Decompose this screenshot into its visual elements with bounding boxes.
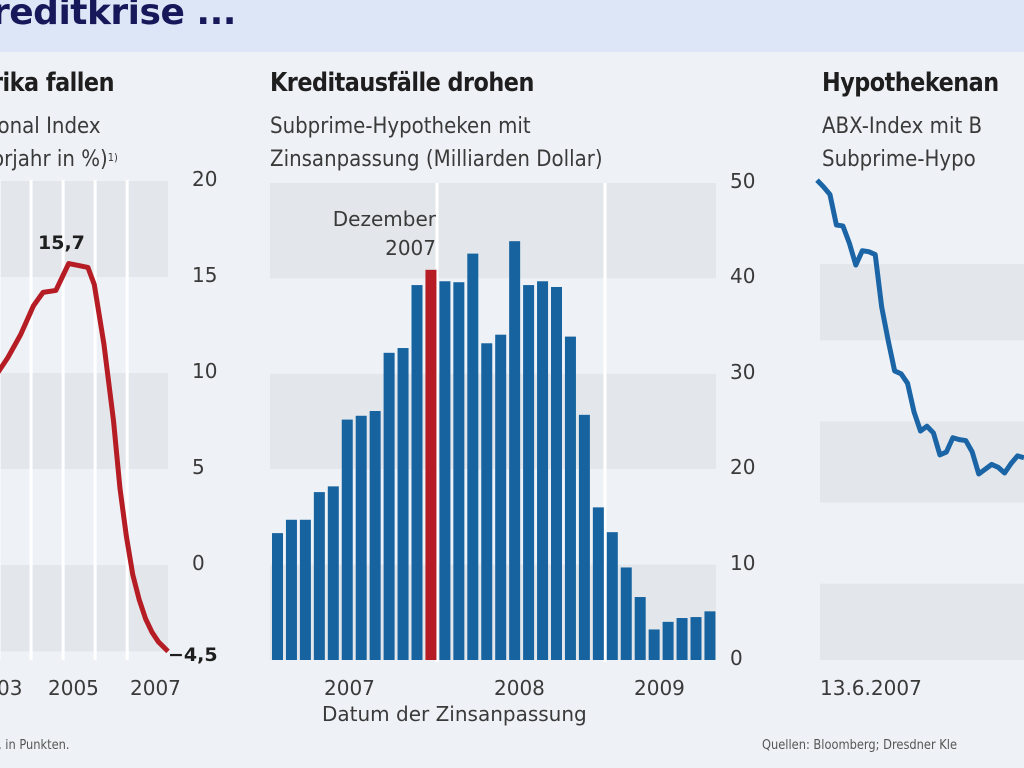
- chart2-xtick: 2008: [494, 676, 545, 700]
- chart1-ytick: 0: [192, 551, 205, 575]
- chart2-ytick: 0: [730, 646, 743, 670]
- chart2-ytick: 20: [730, 455, 756, 480]
- chart1-subtitle-1: ional Index: [0, 114, 101, 139]
- chart1-subtitle-2-text: orjahr in %): [0, 147, 108, 172]
- chart2-bar: [648, 629, 660, 660]
- chart2-bar: [523, 285, 535, 660]
- chart2-bar: [313, 492, 325, 660]
- chart3-band: [820, 502, 1024, 584]
- chart3-band: [820, 340, 1024, 422]
- chart2-bar: [481, 343, 493, 660]
- chart2-bar: [411, 285, 423, 660]
- chart2-bar: [341, 419, 353, 660]
- chart2-bar: [592, 507, 604, 660]
- footer-sources: Quellen: Bloomberg; Dresdner Kle: [762, 738, 958, 753]
- chart2-bar: [439, 281, 451, 660]
- chart2-subtitle-2: Zinsanpassung (Milliarden Dollar): [270, 147, 603, 172]
- chart2-bar: [551, 286, 562, 660]
- chart3-subtitle-1: ABX-Index mit B: [822, 114, 983, 139]
- chart3-xtick: 13.6.2007: [820, 676, 922, 700]
- chart2-bar: [327, 486, 339, 660]
- chart1-band: [0, 469, 168, 565]
- chart1-last-label: −4,5: [168, 644, 218, 666]
- chart2-bar: [355, 415, 367, 660]
- chart1-ytick: 15: [192, 263, 218, 287]
- chart3-subtitle-2: Subprime-Hypo: [822, 147, 976, 172]
- chart3-band: [820, 583, 1024, 660]
- chart2-annotation-line1: Dezember: [332, 207, 436, 231]
- chart2-bar: [620, 567, 632, 660]
- header-bar: reditkrise ...: [0, 0, 1024, 52]
- chart2-bar: [578, 414, 590, 660]
- chart1-ytick: 20: [192, 167, 218, 191]
- chart2-xtick: 2009: [634, 676, 685, 700]
- chart2-bar: [634, 597, 646, 660]
- chart2-band: [270, 278, 716, 374]
- chart2-band: [270, 373, 716, 470]
- chart2-xlabel: Datum der Zinsanpassung: [322, 702, 587, 726]
- chart1-band: [0, 277, 168, 373]
- chart1-ytick: 10: [192, 359, 218, 383]
- chart1-ytick: 5: [192, 455, 205, 479]
- chart1-peak-label: 15,7: [38, 232, 85, 254]
- chart2-ytick: 30: [730, 359, 756, 384]
- chart1-band: [0, 373, 168, 469]
- chart2-bar: [676, 618, 688, 660]
- chart2-bar: [495, 334, 507, 660]
- chart2-bar: [383, 352, 395, 660]
- chart1-xtick: 03: [0, 676, 23, 700]
- chart2-band: [270, 183, 716, 279]
- chart2-title: Kreditausfälle drohen: [270, 68, 534, 98]
- chart2-subtitle-1: Subprime-Hypotheken mit: [270, 114, 531, 139]
- chart1-subtitle-2: orjahr in %)1): [0, 143, 118, 176]
- chart1-xtick: 2005: [48, 676, 99, 700]
- chart2-highlight-bar: [425, 269, 437, 660]
- chart2-bar: [272, 533, 283, 660]
- chart2-ytick: 50: [730, 169, 756, 193]
- chart2-annotation-line2: 2007: [385, 236, 436, 260]
- chart2-bar: [564, 336, 576, 660]
- chart2-bar: [606, 532, 618, 660]
- chart2-ytick: 10: [730, 550, 756, 575]
- chart2-bar: [397, 348, 409, 660]
- chart2-bar: [453, 282, 465, 660]
- chart3-band: [820, 264, 1024, 341]
- chart2-bar: [537, 281, 549, 660]
- chart2-bar: [662, 621, 674, 660]
- main-title: reditkrise ...: [0, 0, 236, 33]
- chart2-bar: [285, 519, 297, 660]
- chart1-xtick: 2007: [130, 676, 181, 700]
- chart2-bar: [509, 241, 521, 660]
- chart2-bar: [704, 611, 716, 660]
- chart2-xtick: 2007: [324, 676, 375, 700]
- chart3-title: Hypothekenan: [822, 68, 999, 98]
- footer-note: , in Punkten.: [0, 738, 70, 753]
- chart2-annotation: Dezember 2007: [333, 205, 436, 263]
- chart2-ytick: 40: [730, 264, 756, 289]
- chart1-title: rika fallen: [0, 68, 115, 98]
- chart1-band: [0, 181, 168, 277]
- chart2-bar: [690, 617, 702, 660]
- footnote-marker: 1): [107, 151, 118, 164]
- chart2-bar: [299, 519, 311, 660]
- chart2-bar: [369, 411, 381, 660]
- chart3-band: [820, 421, 1024, 503]
- chart2-bar: [467, 253, 479, 660]
